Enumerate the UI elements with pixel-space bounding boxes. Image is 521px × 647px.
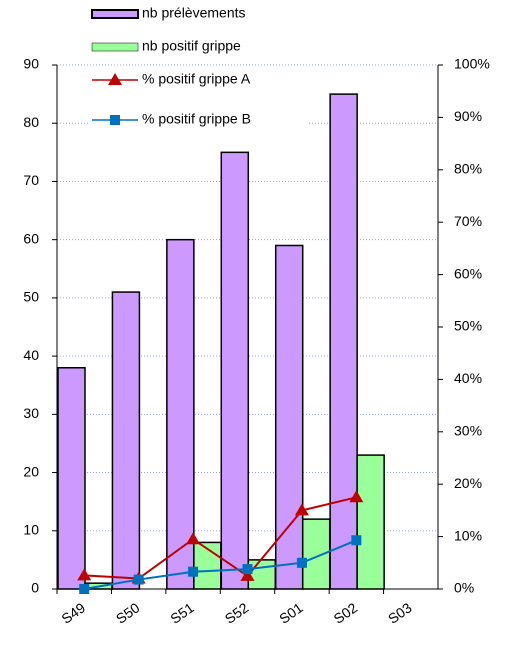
y-tick-label: 10 [23,521,39,537]
y2-tick-label: 100% [454,56,490,72]
legend-bg [88,37,308,57]
bar [329,93,358,590]
point [242,564,253,575]
y-tick-label: 60 [23,230,39,246]
legend-swatch [91,42,139,52]
point [77,568,92,581]
x-tick-label: S01 [276,599,306,627]
point [110,115,120,125]
y2-tick-label: 40% [454,370,482,386]
line [84,539,357,590]
y2-tick-label: 50% [454,318,482,334]
bar [247,559,277,590]
bar [274,244,304,590]
bar [301,518,331,590]
x-tick-label: S52 [222,599,252,627]
x-tick-label: S49 [58,599,88,627]
bar [193,541,222,590]
legend-label: % positif grippe A [142,71,251,87]
y2-tick-label: 80% [454,161,482,177]
x-tick-label: S50 [113,599,143,627]
point [133,574,144,585]
y-tick-label: 40 [23,347,39,363]
y-tick-label: 20 [23,463,39,479]
point [188,566,199,577]
legend-label: % positif grippe B [142,111,251,127]
y-tick-label: 50 [23,289,39,305]
y2-tick-label: 30% [454,423,482,439]
y2-tick-label: 90% [454,108,482,124]
y-tick-label: 70 [23,172,39,188]
y2-tick-label: 20% [454,475,482,491]
y-tick-label: 80 [23,114,39,130]
legend-label: nb positif grippe [142,38,241,54]
y-tick-label: 90 [23,56,39,72]
y2-tick-label: 0% [454,580,474,596]
point [240,568,255,581]
legend-bg [88,110,308,130]
point [79,584,90,594]
y2-tick-label: 60% [454,265,482,281]
point [108,73,122,85]
x-tick-label: S51 [167,599,197,627]
bar [356,454,385,590]
x-tick-label: S03 [385,599,415,627]
legend-swatch [91,9,139,19]
bar [220,151,250,590]
legend-label: nb prélèvements [142,5,246,21]
y-tick-label: 0 [31,580,39,596]
point [351,535,362,546]
legend-bg [88,4,308,24]
bar [57,367,86,590]
legend-bg [88,70,308,90]
y-tick-label: 30 [23,405,39,421]
y2-tick-label: 10% [454,527,482,543]
point [294,503,309,516]
point [296,557,307,568]
point [349,490,364,503]
y2-tick-label: 70% [454,213,482,229]
point [186,532,201,545]
bar [166,238,195,590]
x-tick-label: S02 [331,599,361,627]
bar [111,291,141,590]
line [84,496,357,580]
